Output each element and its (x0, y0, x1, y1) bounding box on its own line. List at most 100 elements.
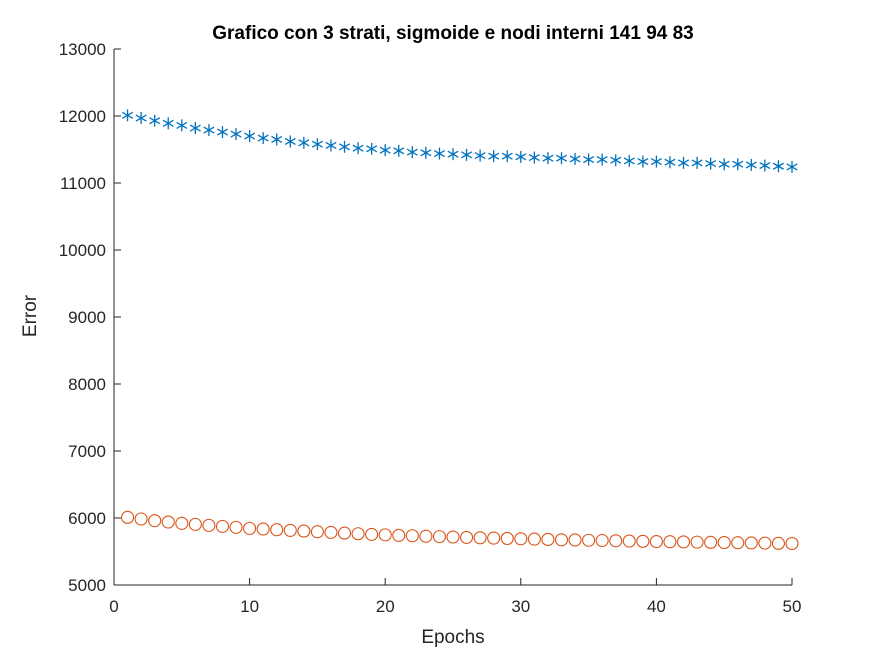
series-1-point (271, 133, 283, 146)
x-tick-label: 20 (376, 597, 395, 616)
x-tick-label: 10 (240, 597, 259, 616)
series-1-point (569, 152, 581, 165)
series-1-point (216, 126, 229, 139)
series-1-point (244, 130, 256, 143)
series-2-point (609, 534, 623, 548)
series-1-point (230, 128, 242, 141)
series-1-point (542, 152, 554, 165)
series-2-point (649, 534, 663, 549)
series-1-point (366, 142, 378, 155)
series-1-point (623, 154, 635, 167)
series-2-point (351, 527, 365, 541)
series-1-point (528, 151, 540, 164)
series-2-point (568, 533, 582, 547)
series-1-point (705, 157, 717, 170)
series-2-point (514, 532, 528, 546)
x-axis-label: Epochs (421, 627, 484, 648)
axes (113, 49, 792, 586)
series-1-point (637, 155, 649, 168)
y-tick-label: 10000 (59, 241, 106, 260)
y-tick-label: 13000 (59, 40, 106, 59)
series-1-point (677, 156, 690, 169)
series-2-point (744, 536, 758, 550)
series-1-point (162, 117, 174, 130)
y-tick-label: 12000 (59, 107, 106, 126)
y-tick-label: 6000 (68, 509, 106, 528)
series-1-point (786, 160, 798, 173)
series-1-point (488, 150, 500, 163)
series-1-point (474, 149, 486, 162)
series-2-point (460, 530, 474, 544)
series-1-point (298, 136, 310, 149)
series-1-point (284, 135, 296, 148)
series-2-point (785, 536, 799, 551)
series-1-point (610, 154, 622, 167)
x-tick-label: 0 (109, 597, 118, 616)
series-2-point (636, 534, 650, 548)
series-1-point (379, 144, 391, 157)
series-2-point (283, 523, 297, 537)
series-1-point (393, 144, 405, 157)
series-2-point (758, 536, 772, 550)
series-1-point (311, 138, 323, 151)
series-1-point (515, 150, 527, 163)
series-2-point (337, 526, 352, 540)
series-2-point (717, 535, 731, 550)
series-1-point (759, 159, 771, 172)
series-1-point (772, 160, 784, 173)
series-2-point (663, 535, 677, 549)
series-1-point (257, 132, 269, 145)
x-tick-label: 30 (511, 597, 530, 616)
series-2-point (500, 531, 514, 545)
series-1-point (732, 158, 744, 171)
series-2-point (121, 510, 135, 524)
series-2-point (554, 533, 569, 547)
series-2-point (134, 512, 148, 526)
series-2-point (175, 516, 189, 530)
series-2-point (446, 530, 460, 544)
series-2-point (161, 515, 175, 529)
y-axis-label: Error (20, 294, 41, 337)
series-2-point (541, 532, 555, 546)
series-2-point (731, 536, 745, 550)
y-tick-label: 9000 (68, 308, 106, 327)
series-1-point (433, 147, 445, 160)
series-2-point (419, 529, 433, 543)
series-1-point (325, 139, 337, 152)
series-1-point (691, 156, 703, 169)
series-1-point (420, 146, 432, 159)
series-1-point (338, 140, 351, 153)
series-2-point (622, 534, 636, 548)
series-1-point (745, 158, 757, 171)
series-1-point (149, 114, 161, 127)
ticks: 0 10 20 30 40 50 5000 6000 7000 8000 9000 10000 1100… (59, 40, 802, 616)
series-2-point (582, 533, 596, 547)
series-1-point (650, 155, 662, 168)
series-1-point (352, 142, 364, 155)
series-2-point (676, 535, 691, 549)
series-2-point (365, 527, 379, 541)
series-2-point (690, 535, 704, 549)
series-1-point (203, 124, 215, 137)
series-2-point (432, 530, 446, 544)
series-1-point (596, 153, 608, 166)
y-tick-label: 8000 (68, 375, 106, 394)
series-2-point (527, 532, 541, 546)
series-2-point (473, 531, 487, 545)
series-2-point (595, 533, 609, 548)
series-2-point (487, 531, 501, 545)
series-2-point (243, 521, 257, 535)
series-1-point (447, 148, 459, 161)
series-2-point (310, 525, 324, 539)
series-2-point (392, 528, 406, 542)
x-tick-label: 50 (783, 597, 802, 616)
series-2-point (378, 528, 392, 542)
chart-title: Grafico con 3 strati, sigmoide e nodi in… (212, 23, 694, 44)
series-2-point (256, 522, 270, 536)
series-1-point (135, 112, 147, 125)
series-2-point (188, 517, 202, 531)
series-1-point (189, 122, 201, 135)
series-1-point (583, 153, 595, 166)
y-tick-label: 7000 (68, 442, 106, 461)
